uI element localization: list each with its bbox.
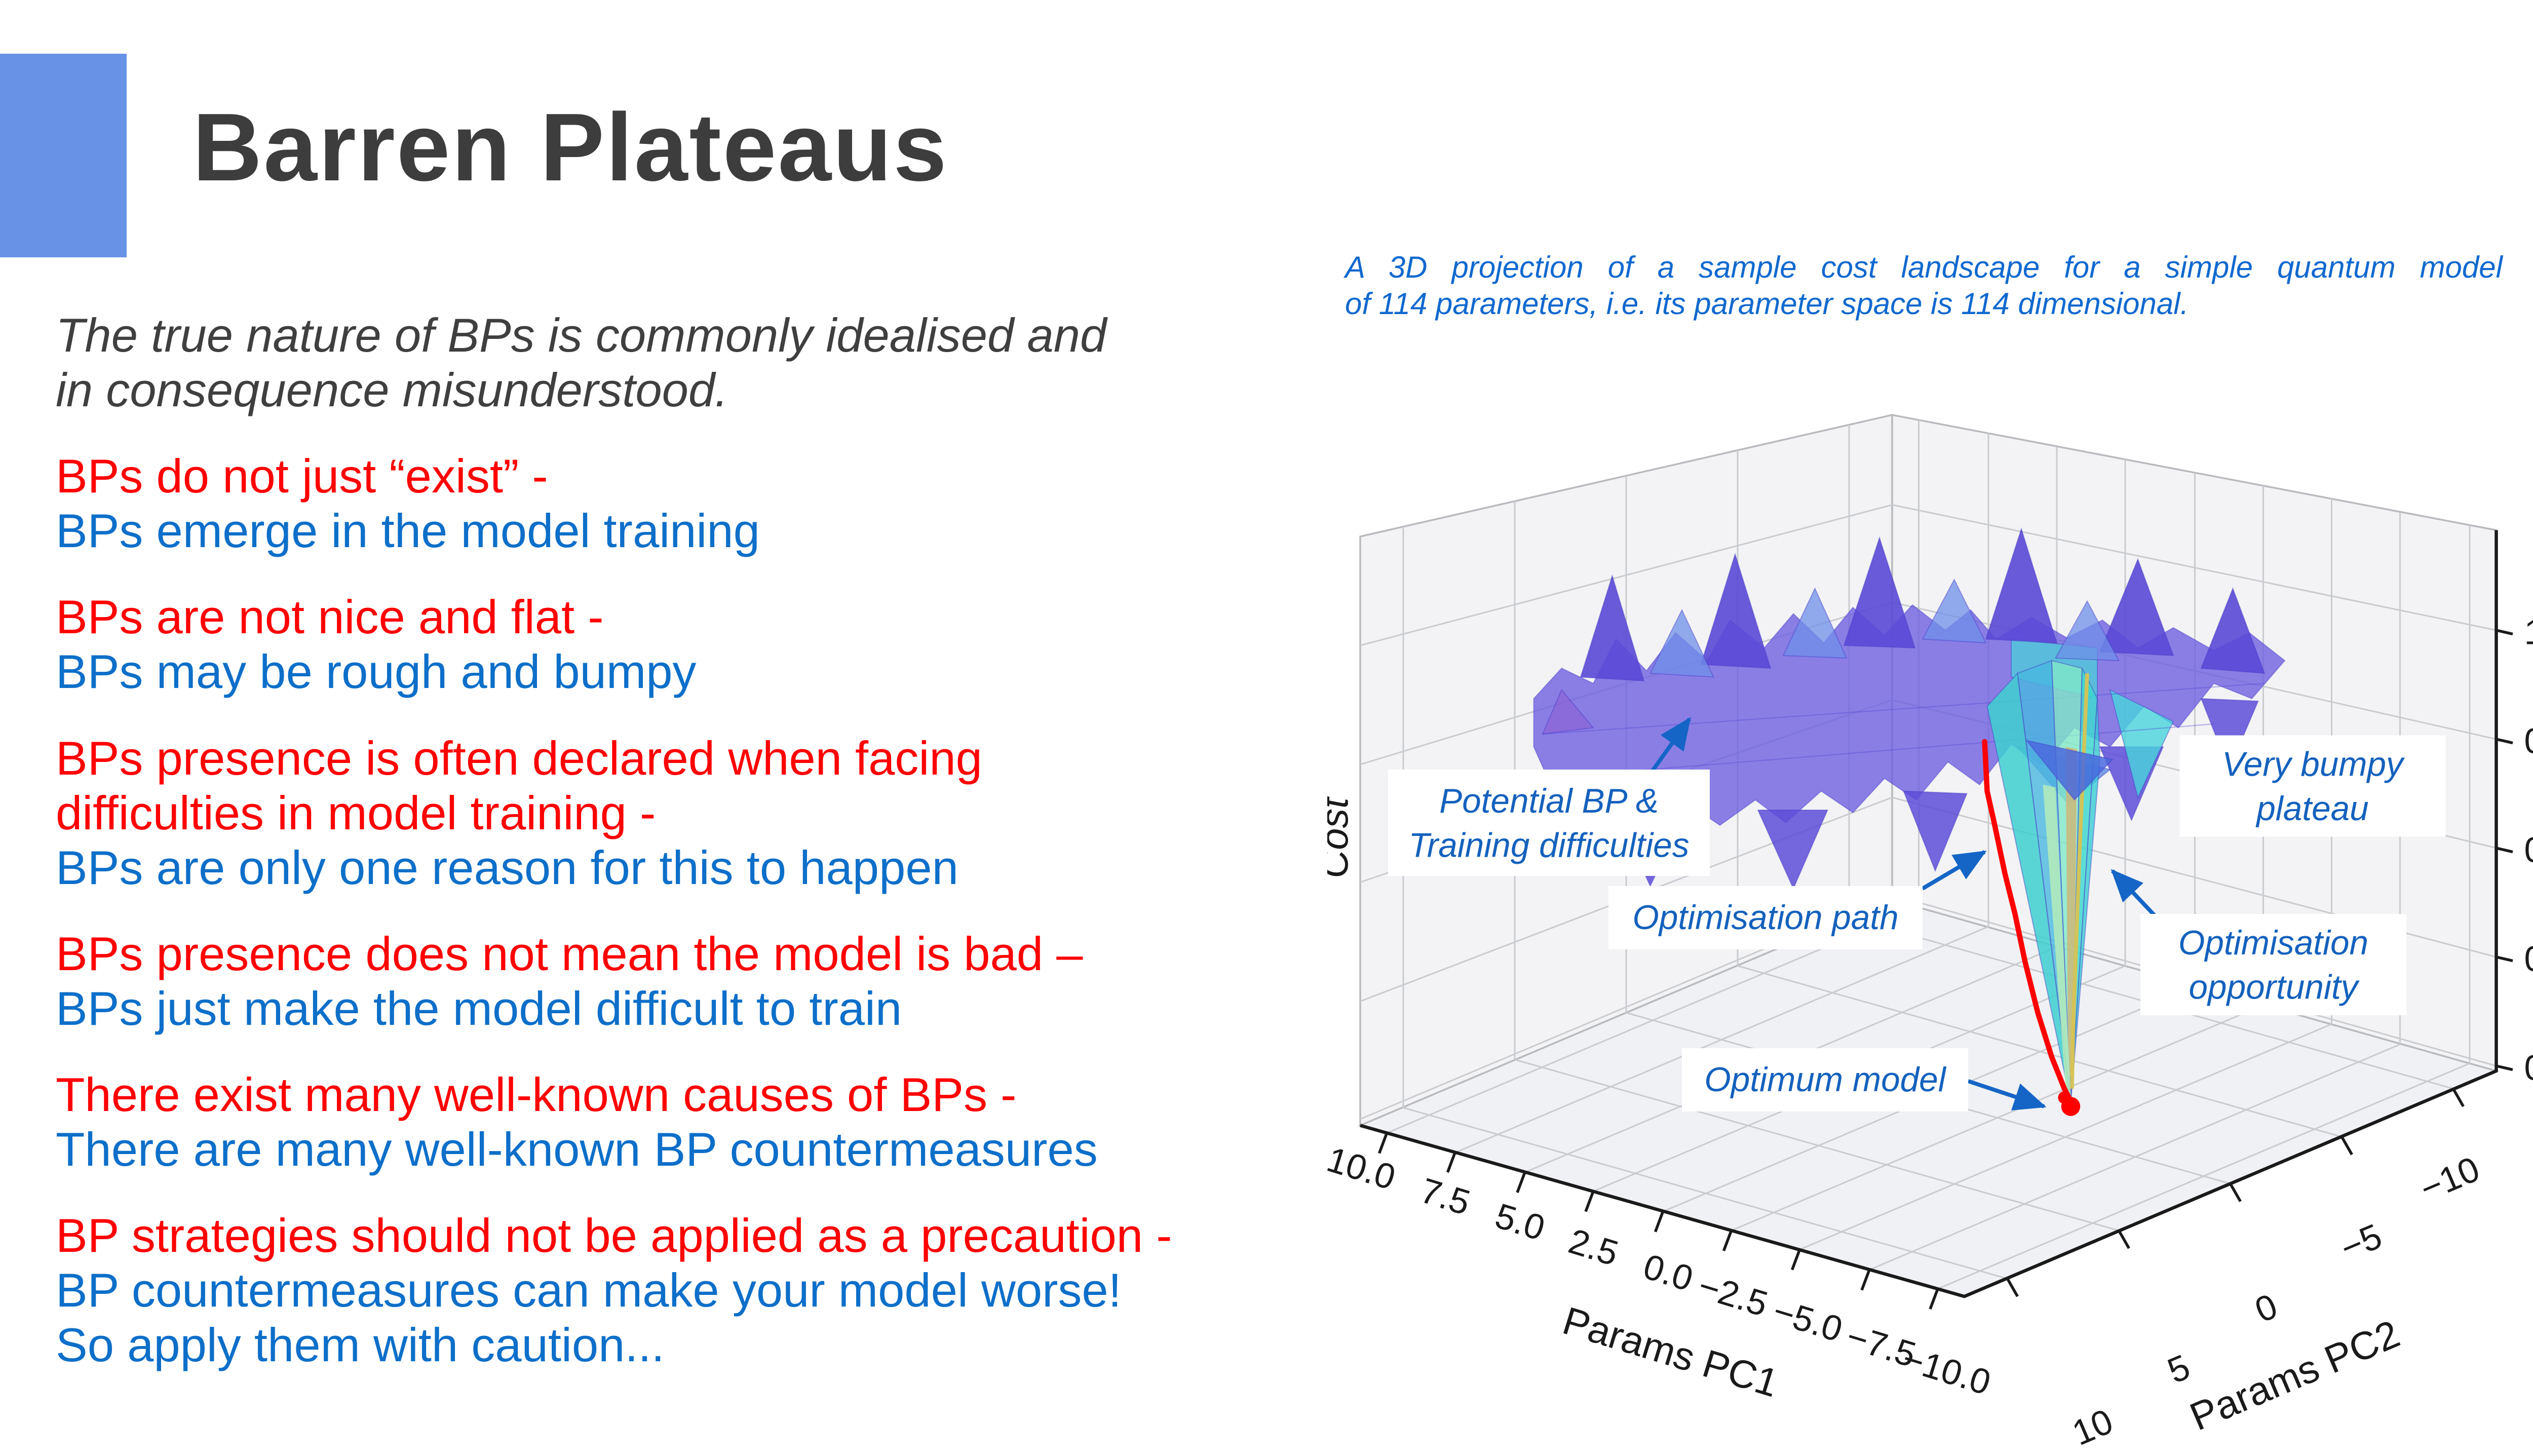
y-tick-label: −10 [2414,1149,2485,1209]
x-tick-label: 2.5 [1564,1221,1623,1273]
blue-counter-line: So apply them with caution... [56,1318,665,1372]
annotation-arrow [1649,717,1692,774]
z-tick-label: 0.9 [2524,721,2533,761]
x-tick-label: 7.5 [1416,1170,1475,1222]
x-tick-label: 5.0 [1491,1196,1550,1248]
red-claim-line: BPs presence is often declared when faci… [56,731,982,785]
accent-bar [0,54,127,257]
figure-caption-line: of 114 parameters, i.e. its parameter sp… [1345,287,2189,321]
bullet-paragraph: BP strategies should not be applied as a… [56,1208,1292,1372]
annotation-potential-bp: Potential BP & Training difficulties [1388,770,1710,876]
y-tick-label: 10 [2067,1401,2119,1453]
y-tick-label: −5 [2335,1216,2388,1268]
bullet-paragraph: BPs do not just “exist” - BPs emerge in … [56,449,1292,558]
secondary-descent-line [2070,673,2089,1089]
blue-counter-line: BP countermeasures can make your model w… [56,1263,1122,1317]
annotation-arrow [1967,1079,2047,1110]
figure-caption: A 3D projection of a sample cost landsca… [1345,249,2503,322]
blue-counter-line: BPs may be rough and bumpy [56,645,697,699]
optimisation-path-line [1982,739,2074,1104]
z-tick-label: 0.6 [2524,1048,2533,1088]
y-tick-label: 5 [2162,1347,2195,1391]
blue-counter-line: There are many well-known BP countermeas… [56,1123,1098,1176]
z-tick-label: 0.7 [2524,939,2533,979]
annotation-text: Optimisation path [1632,899,1898,937]
blue-counter-line: BPs emerge in the model training [56,504,760,558]
red-claim-line: difficulties in model training - [56,786,656,839]
red-claim-line: BPs do not just “exist” - [56,449,548,503]
annotation-text: Very bumpy [2222,746,2405,784]
annotation-arrows [1649,717,2157,1110]
annotation-optimisation-path: Optimisation path [1608,886,1923,949]
funnel-surface [1982,660,2114,1116]
y-axis-label: Params PC2 [2184,1312,2406,1439]
red-claim-line: BP strategies should not be applied as a… [56,1209,1172,1262]
bullet-paragraph: BPs are not nice and flat - BPs may be r… [56,590,1292,699]
annotation-text: plateau [2255,790,2368,828]
z-tick-label: 0.8 [2524,830,2533,870]
bullet-paragraph: There exist many well-known causes of BP… [56,1067,1292,1177]
bullet-paragraph: BPs presence does not mean the model is … [56,927,1292,1036]
red-claim-line: There exist many well-known causes of BP… [56,1068,1017,1122]
z-axis-label: Cost [1327,796,1356,878]
annotation-arrow [2110,869,2157,918]
annotation-optimum-model: Optimum model [1682,1048,1968,1112]
x-tick-label: 0.0 [1639,1246,1698,1298]
red-claim-line: BPs presence does not mean the model is … [56,927,1083,980]
x-tick-label: −10.0 [1898,1338,1995,1402]
x-tick-label: −5.0 [1769,1291,1847,1349]
annotation-text: Optimisation [2178,924,2368,962]
annotation-text: Training difficulties [1409,827,1690,865]
body-text-column: The true nature of BPs is commonly ideal… [56,308,1292,1373]
annotation-arrow [1921,850,1987,891]
axes-spines [1360,530,2513,1310]
cost-landscape-3d-chart: 10.0 7.5 5.0 2.5 0.0 −2.5 −5.0 −7.5 −10.… [1327,413,2533,1453]
annotation-text: Optimum model [1704,1061,1946,1099]
annotation-text: opportunity [2189,969,2360,1007]
intro-line: The true nature of BPs is commonly ideal… [56,309,1107,362]
intro-text: The true nature of BPs is commonly ideal… [56,308,1292,417]
slide-title: Barren Plateaus [193,94,948,201]
y-tick-label: 0 [2249,1286,2283,1330]
blue-counter-line: BPs are only one reason for this to happ… [56,840,958,894]
red-claim-line: BPs are not nice and flat - [56,590,604,644]
bullet-paragraph: BPs presence is often declared when faci… [56,731,1292,895]
x-tick-label: 10.0 [1327,1139,1400,1197]
x-tick-label: −2.5 [1694,1266,1772,1324]
z-tick-label: 1.0 [2524,612,2533,652]
annotation-optimisation-opportunity: Optimisation opportunity [2140,914,2406,1015]
annotation-text: Potential BP & [1439,782,1659,820]
annotation-very-bumpy-plateau: Very bumpy plateau [2179,735,2446,837]
figure-caption-line: A 3D projection of a sample cost landsca… [1345,250,2503,284]
blue-counter-line: BPs just make the model difficult to tra… [56,981,902,1035]
intro-line: in consequence misunderstood. [56,363,728,417]
optimum-point-marker [2058,1091,2071,1104]
